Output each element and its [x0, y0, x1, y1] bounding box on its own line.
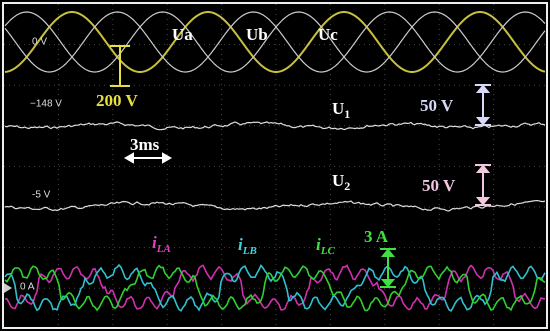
time-label: 3ms	[130, 135, 160, 154]
scale-label: 3 A	[364, 227, 389, 246]
trace-label-sub: 2	[344, 179, 350, 193]
scale-label: 200 V	[96, 91, 138, 110]
current-label-sub: LB	[242, 245, 257, 257]
trace-label-sub: 1	[344, 107, 350, 121]
phase-label: Ua	[172, 25, 193, 44]
offset-label: 0 A	[20, 282, 35, 293]
offset-label: 0 V	[32, 37, 47, 48]
current-label-sub: LA	[156, 243, 171, 255]
trace-label-main: U	[332, 171, 344, 190]
scale-label: 50 V	[422, 176, 456, 195]
offset-label: -5 V	[32, 190, 51, 201]
offset-label: −148 V	[30, 99, 62, 110]
scale-label: 50 V	[420, 96, 454, 115]
page: {"offsets": {"top": "0 V", "u1": "−148 V…	[0, 0, 550, 331]
phase-label: Uc	[318, 25, 338, 44]
trace-label-main: U	[332, 99, 344, 118]
oscilloscope-screen: 0 V −148 V -5 V 0 A Ua Ub Uc 200 V U1 50…	[0, 0, 550, 331]
phase-label: Ub	[246, 25, 268, 44]
current-label-sub: LC	[320, 245, 336, 257]
